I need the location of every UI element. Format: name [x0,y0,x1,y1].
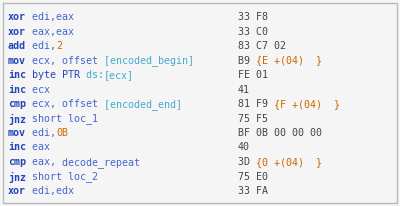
Text: FE 01: FE 01 [238,70,268,80]
Text: BF 0B 00 00 00: BF 0B 00 00 00 [238,128,322,138]
Text: inc: inc [8,143,26,152]
Text: loc_2: loc_2 [62,172,98,182]
Text: xor: xor [8,12,26,22]
Text: cmp: cmp [8,99,26,109]
Text: 2: 2 [56,41,62,51]
Text: [encoded_begin]: [encoded_begin] [98,55,194,66]
Text: inc: inc [8,70,26,80]
Text: B9: B9 [238,55,256,66]
Text: byte: byte [26,70,56,80]
Text: ecx: ecx [26,84,50,95]
Text: 33 F8: 33 F8 [238,12,268,22]
Text: offset: offset [56,99,98,109]
Text: mov: mov [8,128,26,138]
Text: mov: mov [8,55,26,66]
Text: eax,: eax, [26,157,56,167]
Text: 33 FA: 33 FA [238,186,268,196]
Text: 0B: 0B [56,128,68,138]
Text: add: add [8,41,26,51]
Text: [encoded_end]: [encoded_end] [98,99,182,110]
Text: jnz: jnz [8,114,26,125]
Text: 75 E0: 75 E0 [238,172,268,181]
Text: decode_repeat: decode_repeat [56,157,140,168]
Text: eax,eax: eax,eax [26,27,74,36]
Text: {F +(04)  }: {F +(04) } [274,99,340,109]
Text: xor: xor [8,186,26,196]
Text: 81 F9: 81 F9 [238,99,274,109]
Text: edi,edx: edi,edx [26,186,74,196]
Text: 3D: 3D [238,157,256,167]
Text: ecx,: ecx, [26,99,56,109]
Text: loc_1: loc_1 [62,114,98,124]
Text: ecx,: ecx, [26,55,56,66]
Text: {0 +(04)  }: {0 +(04) } [256,157,322,167]
Text: 83 C7 02: 83 C7 02 [238,41,286,51]
Text: short: short [26,114,62,124]
Text: edi,eax: edi,eax [26,12,74,22]
Text: 40: 40 [238,143,250,152]
Text: PTR: PTR [56,70,80,80]
Text: 41: 41 [238,84,250,95]
Text: ds:: ds: [80,70,104,80]
Text: inc: inc [8,84,26,95]
Text: edi,: edi, [26,128,56,138]
Text: xor: xor [8,27,26,36]
Text: eax: eax [26,143,50,152]
Text: short: short [26,172,62,181]
Text: cmp: cmp [8,157,26,167]
Text: [ecx]: [ecx] [104,70,134,80]
Text: offset: offset [56,55,98,66]
Text: jnz: jnz [8,172,26,183]
Text: edi,: edi, [26,41,56,51]
Text: 33 C0: 33 C0 [238,27,268,36]
Text: {E +(04)  }: {E +(04) } [256,55,322,66]
Text: 75 F5: 75 F5 [238,114,268,124]
